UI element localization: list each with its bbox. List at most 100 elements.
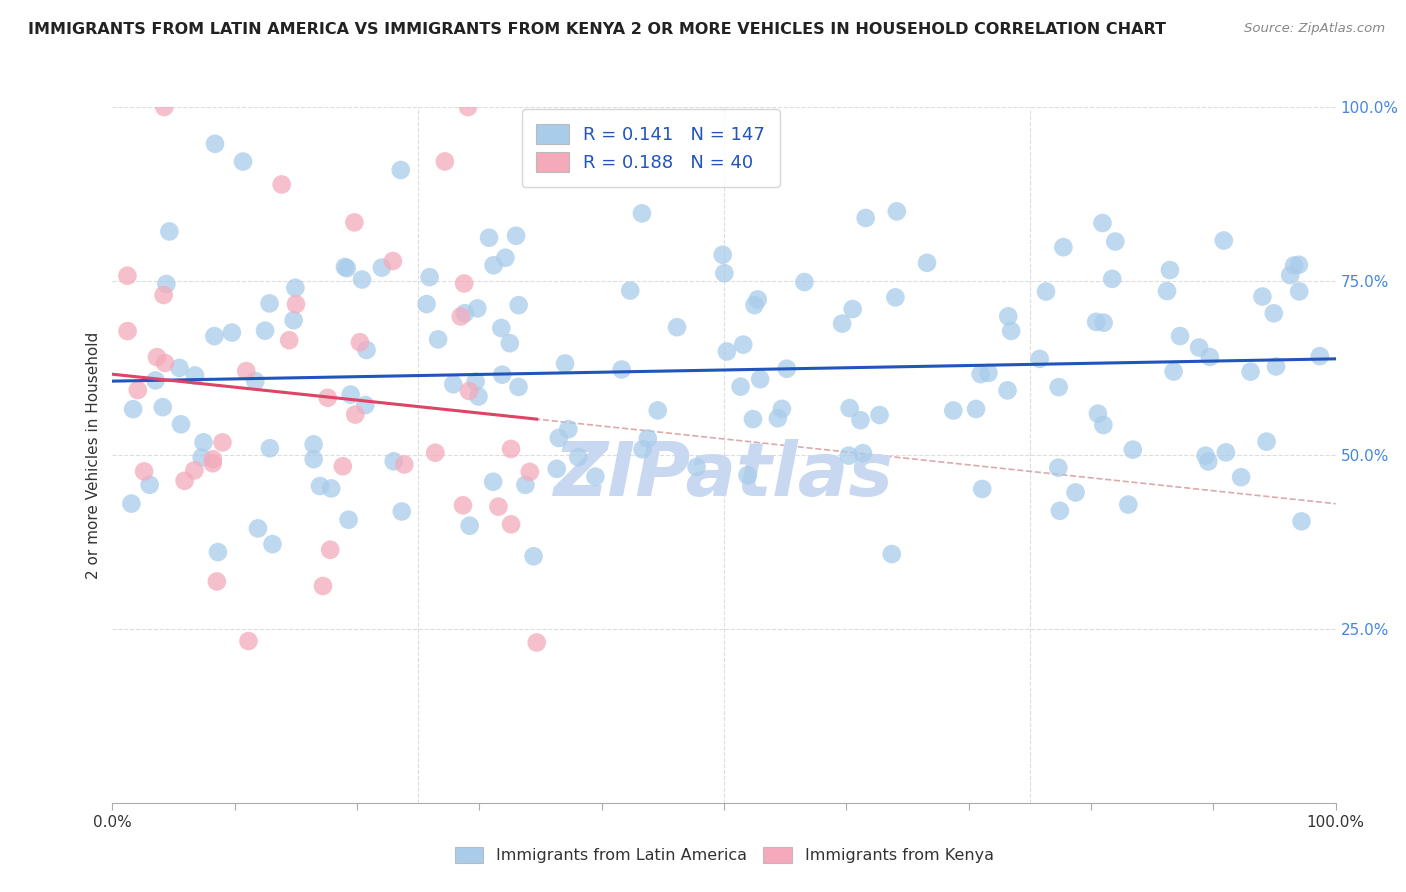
Point [637, 432, 659, 446]
Point [356, 343, 378, 357]
Point [419, 270, 441, 285]
Point [321, 482, 343, 496]
Point [349, 335, 371, 350]
Point [457, 100, 479, 114]
Point [972, 482, 994, 496]
Point [1256, 434, 1278, 449]
Point [855, 211, 877, 225]
Point [253, 324, 276, 338]
Point [117, 324, 139, 338]
Point [716, 344, 738, 359]
Point [685, 460, 707, 475]
Point [205, 574, 228, 589]
Point [970, 367, 993, 381]
Y-axis label: 2 or more Vehicles in Household: 2 or more Vehicles in Household [86, 331, 101, 579]
Point [1092, 417, 1115, 432]
Point [1116, 498, 1139, 512]
Point [190, 450, 212, 465]
Point [1104, 235, 1126, 249]
Point [467, 301, 489, 316]
Point [1212, 234, 1234, 248]
Point [441, 377, 464, 392]
Point [505, 228, 527, 243]
Point [394, 458, 416, 472]
Point [309, 479, 332, 493]
Point [316, 391, 339, 405]
Point [333, 260, 356, 274]
Point [747, 293, 769, 307]
Point [232, 154, 254, 169]
Point [170, 417, 193, 432]
Point [458, 518, 481, 533]
Point [838, 449, 860, 463]
Point [619, 284, 641, 298]
Point [742, 412, 765, 426]
Point [169, 360, 191, 375]
Point [1309, 349, 1331, 363]
Point [343, 215, 366, 229]
Point [1163, 364, 1185, 378]
Point [977, 366, 1000, 380]
Point [145, 373, 167, 387]
Point [1049, 504, 1071, 518]
Point [880, 547, 903, 561]
Point [238, 634, 260, 648]
Point [1282, 259, 1305, 273]
Point [211, 435, 233, 450]
Point [262, 537, 284, 551]
Point [391, 504, 413, 518]
Point [344, 408, 367, 422]
Point [173, 474, 195, 488]
Point [450, 310, 472, 324]
Point [491, 321, 513, 335]
Point [515, 478, 537, 492]
Point [451, 498, 474, 512]
Point [312, 579, 335, 593]
Point [631, 442, 654, 457]
Point [389, 163, 412, 178]
Point [464, 375, 486, 389]
Point [744, 298, 766, 312]
Point [138, 477, 160, 491]
Point [886, 204, 908, 219]
Point [519, 465, 541, 479]
Point [120, 497, 142, 511]
Point [547, 431, 569, 445]
Point [155, 277, 177, 291]
Point [730, 379, 752, 393]
Point [793, 275, 815, 289]
Point [1035, 285, 1057, 299]
Point [713, 266, 735, 280]
Point [554, 356, 576, 370]
Point [499, 442, 522, 456]
Point [270, 178, 292, 192]
Point [499, 517, 522, 532]
Point [467, 390, 489, 404]
Point [965, 402, 987, 417]
Point [302, 452, 325, 467]
Point [458, 384, 481, 398]
Legend: Immigrants from Latin America, Immigrants from Kenya: Immigrants from Latin America, Immigrant… [447, 838, 1001, 871]
Point [354, 398, 377, 412]
Point [319, 542, 342, 557]
Point [153, 356, 176, 370]
Point [1064, 485, 1087, 500]
Point [1028, 351, 1050, 366]
Point [152, 288, 174, 302]
Point [610, 362, 633, 376]
Point [1279, 268, 1302, 282]
Point [246, 521, 269, 535]
Point [1047, 380, 1070, 394]
Point [1288, 285, 1310, 299]
Text: Source: ZipAtlas.com: Source: ZipAtlas.com [1244, 22, 1385, 36]
Point [201, 456, 224, 470]
Point [117, 268, 139, 283]
Point [749, 372, 772, 386]
Point [838, 401, 860, 416]
Point [915, 256, 938, 270]
Point [1288, 258, 1310, 272]
Point [997, 310, 1019, 324]
Point [381, 254, 404, 268]
Point [841, 301, 863, 316]
Point [184, 368, 207, 383]
